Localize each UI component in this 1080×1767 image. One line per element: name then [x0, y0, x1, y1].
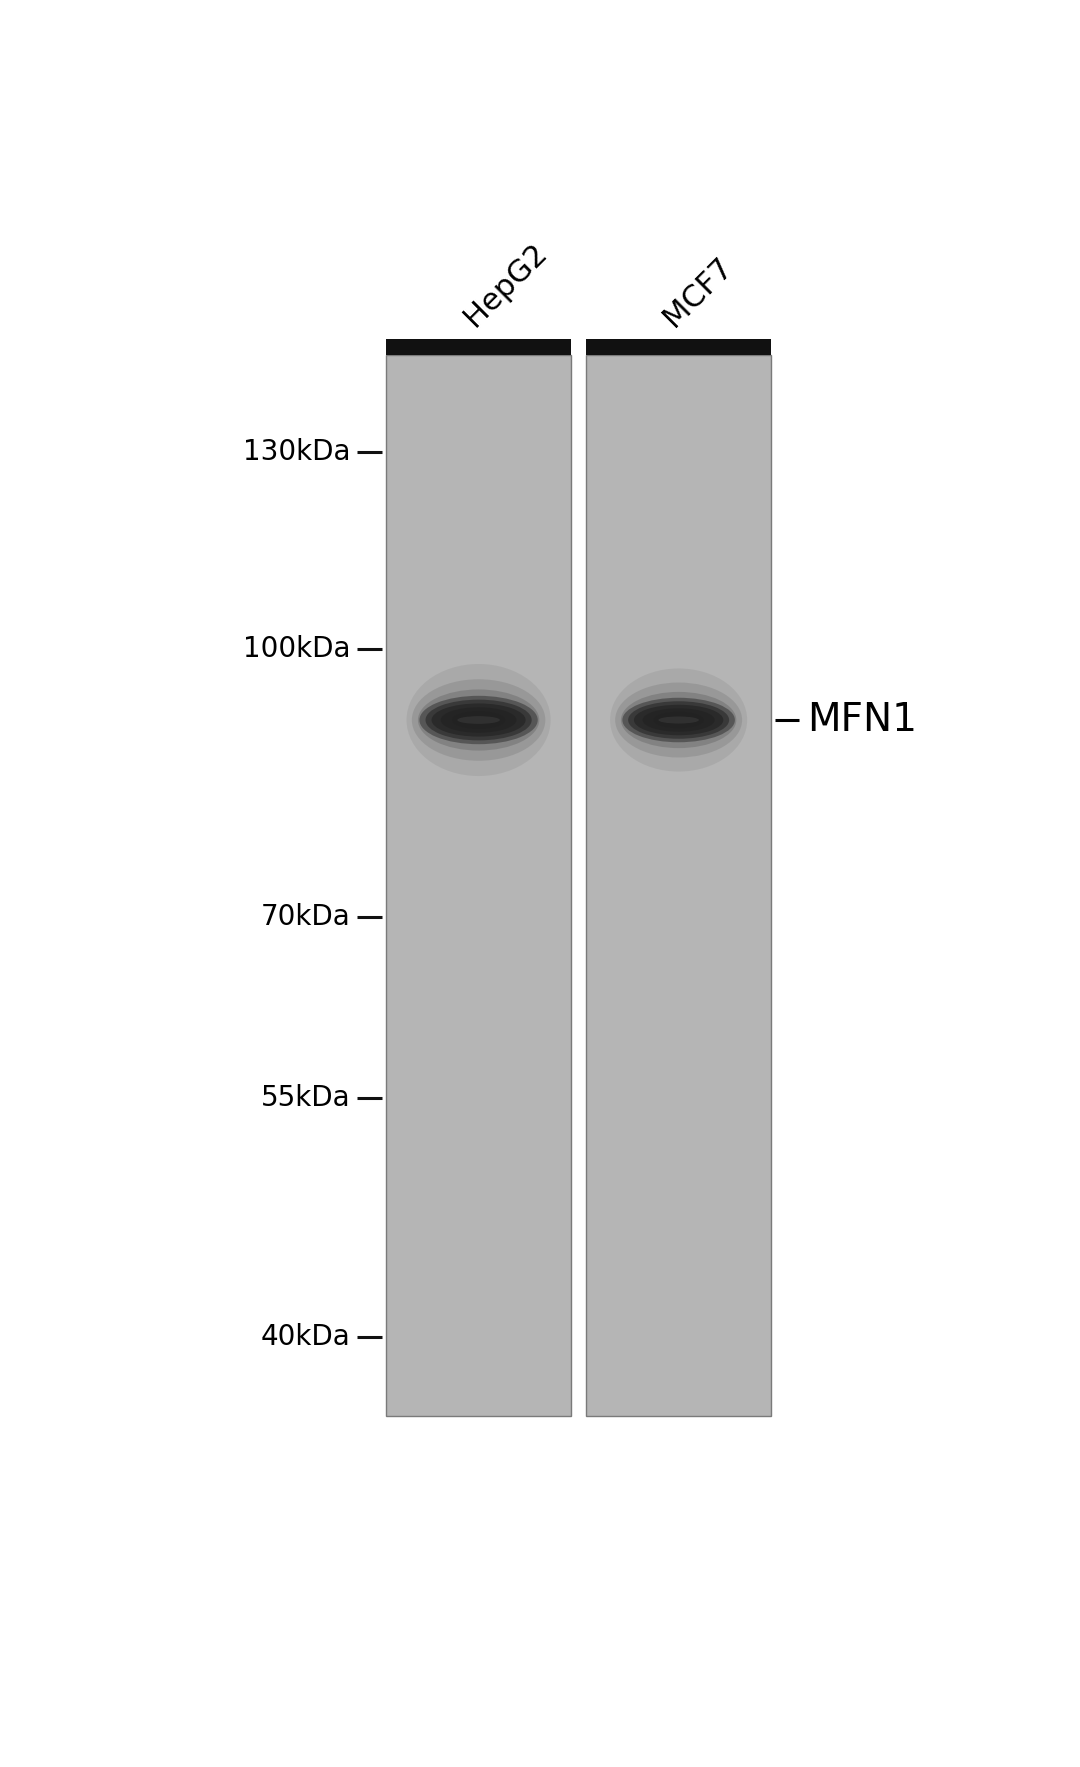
Ellipse shape	[629, 701, 729, 739]
Ellipse shape	[634, 705, 724, 735]
Ellipse shape	[643, 709, 715, 732]
Ellipse shape	[457, 716, 500, 724]
Ellipse shape	[411, 679, 545, 762]
Ellipse shape	[406, 664, 551, 776]
Ellipse shape	[418, 689, 539, 751]
Text: 40kDa: 40kDa	[260, 1323, 350, 1352]
Text: MFN1: MFN1	[807, 701, 917, 739]
Ellipse shape	[453, 710, 505, 730]
Bar	[586, 339, 771, 355]
Text: 130kDa: 130kDa	[243, 438, 350, 466]
Ellipse shape	[426, 700, 531, 740]
Text: MCF7: MCF7	[658, 251, 739, 332]
Ellipse shape	[419, 696, 538, 744]
Ellipse shape	[610, 668, 747, 772]
Ellipse shape	[653, 712, 704, 728]
Ellipse shape	[441, 707, 516, 733]
Ellipse shape	[659, 716, 699, 723]
Ellipse shape	[622, 698, 734, 742]
Ellipse shape	[432, 703, 526, 737]
Ellipse shape	[616, 682, 742, 758]
Ellipse shape	[621, 693, 737, 747]
Text: 55kDa: 55kDa	[260, 1083, 350, 1111]
Text: 100kDa: 100kDa	[243, 634, 350, 663]
Bar	[387, 355, 571, 1415]
Bar	[586, 355, 771, 1415]
Bar	[387, 339, 571, 355]
Text: 70kDa: 70kDa	[260, 903, 350, 931]
Text: HepG2: HepG2	[458, 237, 552, 332]
